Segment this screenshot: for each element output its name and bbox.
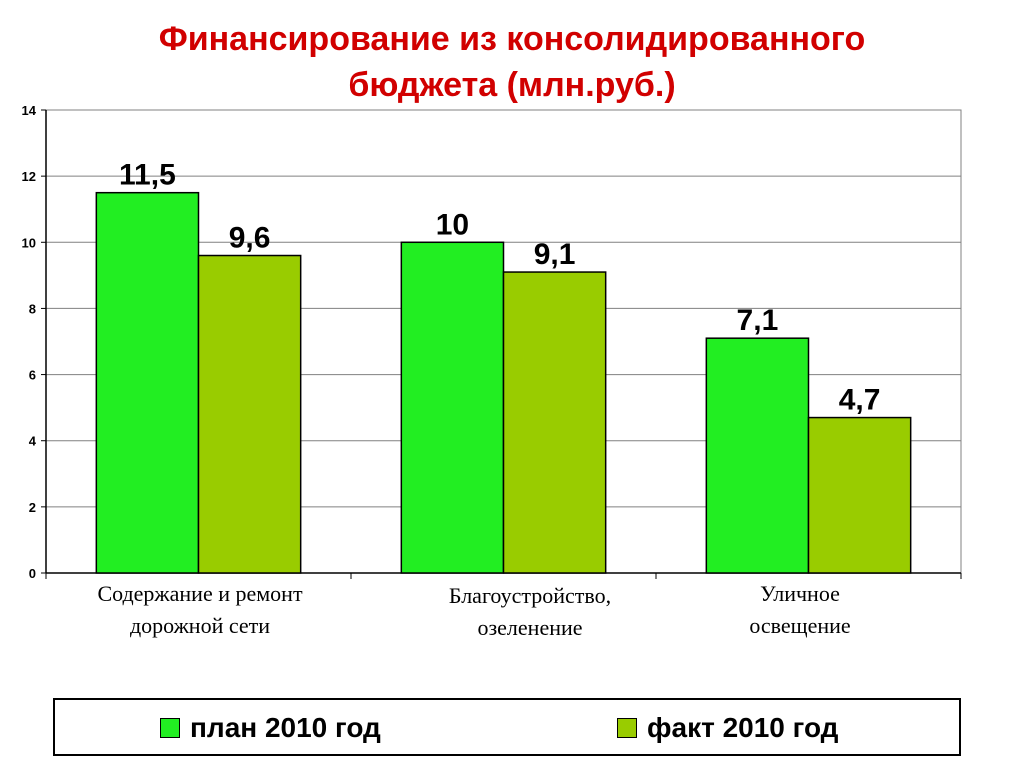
bar-plan	[400, 241, 505, 574]
data-label: 10	[436, 208, 469, 241]
y-tick-label: 12	[22, 169, 36, 184]
category-label-landscaping-line2: озеленение	[477, 615, 583, 640]
bar-plan	[705, 337, 810, 574]
data-label: 9,1	[534, 238, 576, 271]
y-tick-label: 0	[29, 566, 36, 581]
chart-title-line-2: бюджета (млн.руб.)	[348, 66, 676, 104]
category-label-lighting-line2: освещение	[749, 613, 851, 638]
legend-swatch-plan	[160, 718, 180, 738]
legend-swatch-fact	[617, 718, 637, 738]
bar-fact	[807, 416, 912, 574]
legend-item-plan: план 2010 год	[160, 712, 381, 744]
category-label-landscaping-line1: Благоустройство,	[448, 583, 612, 608]
category-label-road: Содержание и ремонт дорожной сети	[55, 578, 345, 642]
bar-fact	[197, 254, 302, 574]
category-label-road-line1: Содержание и ремонт	[97, 581, 303, 606]
bar-fact	[502, 271, 607, 574]
category-label-landscaping: Благоустройство, озеленение	[385, 580, 675, 644]
y-tick-label: 2	[29, 500, 36, 515]
y-tick-label: 8	[29, 301, 36, 316]
data-label: 4,7	[839, 384, 881, 417]
legend-label-fact: факт 2010 год	[647, 712, 839, 743]
chart-title-line-1: Финансирование из консолидированного	[158, 20, 866, 58]
bar-plan	[95, 191, 200, 574]
legend-label-plan: план 2010 год	[190, 712, 381, 743]
data-label: 9,6	[229, 222, 271, 255]
legend-item-fact: факт 2010 год	[617, 712, 838, 744]
y-tick-label: 6	[29, 368, 36, 383]
y-tick-label: 14	[22, 103, 37, 118]
y-tick-label: 4	[29, 434, 37, 449]
data-label: 7,1	[737, 304, 779, 337]
category-label-lighting-line1: Уличное	[760, 581, 840, 606]
bar-chart: 0 2 4 6 8 10 12 14 11,5 10 7,1 9,6 9,1 4,7	[22, 103, 962, 581]
category-label-road-line2: дорожной сети	[129, 613, 271, 638]
chart-legend: план 2010 год факт 2010 год	[53, 698, 961, 756]
data-label: 11,5	[119, 159, 176, 192]
y-tick-label: 10	[22, 235, 36, 250]
category-label-lighting: Уличное освещение	[660, 578, 940, 642]
